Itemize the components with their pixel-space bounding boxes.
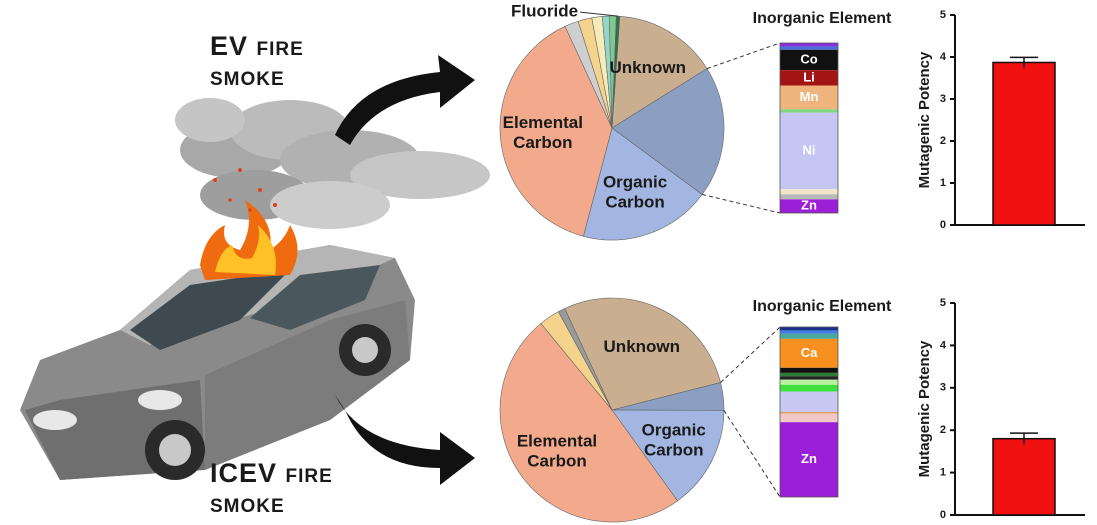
stack-segment — [780, 43, 838, 46]
y-tick-label: 3 — [940, 93, 946, 105]
ev-label: EV fire — [210, 31, 304, 61]
segment-label: Li — [803, 69, 815, 84]
pie-label: Fluoride — [511, 2, 578, 21]
y-tick-label: 0 — [940, 219, 946, 231]
connector — [707, 43, 780, 69]
icev-label: smoke — [210, 488, 285, 518]
leader-line — [580, 12, 618, 16]
icev-label: ICEV fire — [210, 458, 333, 488]
segment-label: Zn — [801, 198, 817, 213]
y-axis-label: Mutagenic Potency — [916, 51, 933, 188]
stack-segment — [780, 414, 838, 423]
stack-segment — [780, 330, 838, 333]
pie-label: Unknown — [604, 337, 681, 356]
stack-title: Inorganic Element — [753, 298, 892, 315]
connector — [702, 194, 780, 213]
stack-title: Inorganic Element — [753, 10, 892, 27]
segment-label: Co — [800, 51, 817, 66]
smoke — [175, 98, 490, 229]
stack-segment — [780, 376, 838, 379]
y-tick-label: 2 — [940, 424, 946, 436]
y-tick-label: 1 — [940, 177, 946, 189]
graphical-abstract: EV fire smoke ICEV fire smoke Unknown Org… — [0, 0, 1097, 525]
connector — [724, 410, 780, 497]
segment-label: Zn — [801, 451, 817, 466]
y-tick-label: 5 — [940, 297, 946, 309]
y-tick-label: 5 — [940, 9, 946, 21]
stack-segment — [780, 392, 838, 412]
segment-label: Ni — [803, 142, 816, 157]
stack-segment — [780, 373, 838, 376]
y-tick-label: 4 — [940, 51, 947, 63]
car — [20, 245, 415, 480]
stack-segment — [780, 368, 838, 373]
y-tick-label: 1 — [940, 467, 946, 479]
stack-segment — [780, 334, 838, 339]
bar — [993, 62, 1055, 225]
y-tick-label: 4 — [940, 339, 947, 351]
y-tick-label: 2 — [940, 135, 946, 147]
y-tick-label: 3 — [940, 382, 946, 394]
segment-label: Ca — [801, 345, 818, 360]
stack-segment — [780, 46, 838, 49]
y-tick-label: 0 — [940, 509, 946, 521]
y-axis-label: Mutagenic Potency — [916, 340, 933, 477]
stack-segment — [780, 412, 838, 414]
connector — [721, 327, 780, 383]
bar — [993, 439, 1055, 515]
stack-segment — [780, 189, 838, 194]
ev-label: smoke — [210, 61, 285, 91]
stack-segment — [780, 327, 838, 330]
stack-segment — [780, 109, 838, 112]
pie-label: Unknown — [610, 58, 687, 77]
stack-segment — [780, 385, 838, 392]
stack-segment — [780, 380, 838, 385]
segment-label: Mn — [800, 89, 819, 104]
